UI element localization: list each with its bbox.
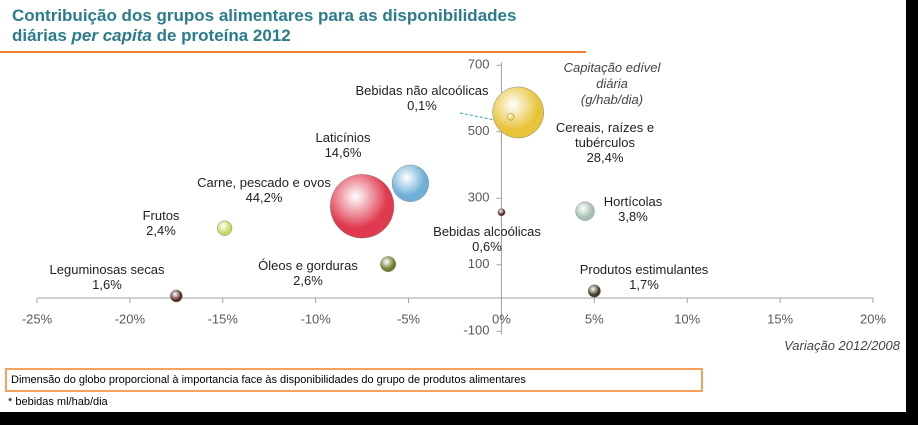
bubble-name: Óleos e gorduras [258,258,358,273]
bubble [329,174,395,239]
y-tick-label: 300 [468,190,490,205]
bubble-share: 3,8% [618,209,648,224]
bubble-share: 1,6% [92,277,122,292]
title-part: diárias [12,26,72,45]
bubble-share: 2,6% [293,273,323,288]
bubble-name: Cereais, raízes e tubérculos [555,120,655,150]
bubble [497,208,506,217]
x-tick-label: -25% [22,311,53,326]
y-tick-label: 700 [468,57,490,72]
bubble [380,256,397,273]
footnote: * bebidas ml/hab/dia [8,396,108,408]
bubble-name: Bebidas alcoólicas [433,224,541,239]
bubble-label: Cereais, raízes e tubérculos 28,4% [553,120,658,165]
bubble-label: Produtos estimulantes 1,7% [559,262,729,292]
title-line: diárias per capita de proteína 2012 [12,26,516,46]
bubble-name: Produtos estimulantes [579,262,709,277]
bubble-label: Bebidas não alcoólicas 0,1% [337,83,507,113]
bubble-name: Carne, pescado e ovos [197,175,331,190]
bubble-share: 2,4% [146,223,176,238]
bubble-name: Hortícolas [603,194,663,209]
y-axis-title-line: Capitação edível diária [563,60,661,91]
x-tick-label: 0% [492,311,511,326]
y-tick-label: -100 [463,323,489,338]
bubble-share: 44,2% [245,190,283,205]
panel [0,0,906,412]
leader-line [459,112,506,123]
bubble-name: Frutos [142,208,180,223]
chart: -25% -20% -15% -10% -5% 0% 5% 10% 15% 20% -100 100 3… [0,51,886,338]
x-tick-label: 10% [674,311,700,326]
x-tick-label: 5% [585,311,604,326]
bubble-name: Bebidas não alcoólicas [355,83,489,98]
bubble [216,220,233,236]
y-tick-label: 100 [468,256,490,271]
bubble-label: Bebidas alcoólicas 0,6% [417,224,557,254]
title-line: Contribuição dos grupos alimentares para… [12,6,517,25]
bubble-share: 0,6% [472,239,502,254]
bubble-label: Leguminosas secas 1,6% [37,262,177,292]
y-axis-title: Capitação edível diária (g/hab/dia) [552,60,672,108]
bubble [170,289,183,303]
x-tick-label: -10% [300,311,331,326]
x-tick-label: -15% [208,311,239,326]
x-tick-label: -5% [397,311,421,326]
bubble [506,113,515,121]
bubble-share: 0,1% [407,98,437,113]
note: Dimensão do globo proporcional à importa… [5,368,703,392]
bubble-label: Laticínios 14,6% [293,130,393,160]
bubble-share: 14,6% [324,145,362,160]
x-tick-label: -20% [115,311,146,326]
bubble-name: Leguminosas secas [49,262,165,277]
y-tick-label: 500 [468,123,490,138]
bubble [391,164,430,202]
x-axis-title: Variação 2012/2008 [784,338,900,353]
bubble-label: Hortícolas 3,8% [588,194,678,224]
y-axis-title-line: (g/hab/dia) [580,92,644,107]
bubble-share: 1,7% [629,277,659,292]
bubble-label: Carne, pescado e ovos 44,2% [184,175,344,205]
title-part: per capita [71,26,152,45]
bubble-share: 28,4% [586,150,624,165]
bubble [587,284,601,298]
title: Contribuição dos grupos alimentares para… [12,6,516,46]
bubble [575,201,595,221]
x-tick-label: 20% [860,311,886,326]
title-part: de proteína 2012 [151,26,291,45]
x-tick-label: 15% [767,311,793,326]
bubble-label: Óleos e gorduras 2,6% [248,258,368,288]
bubble [492,86,544,139]
bubble-label: Frutos 2,4% [121,208,201,238]
bubble-name: Laticínios [315,130,371,145]
